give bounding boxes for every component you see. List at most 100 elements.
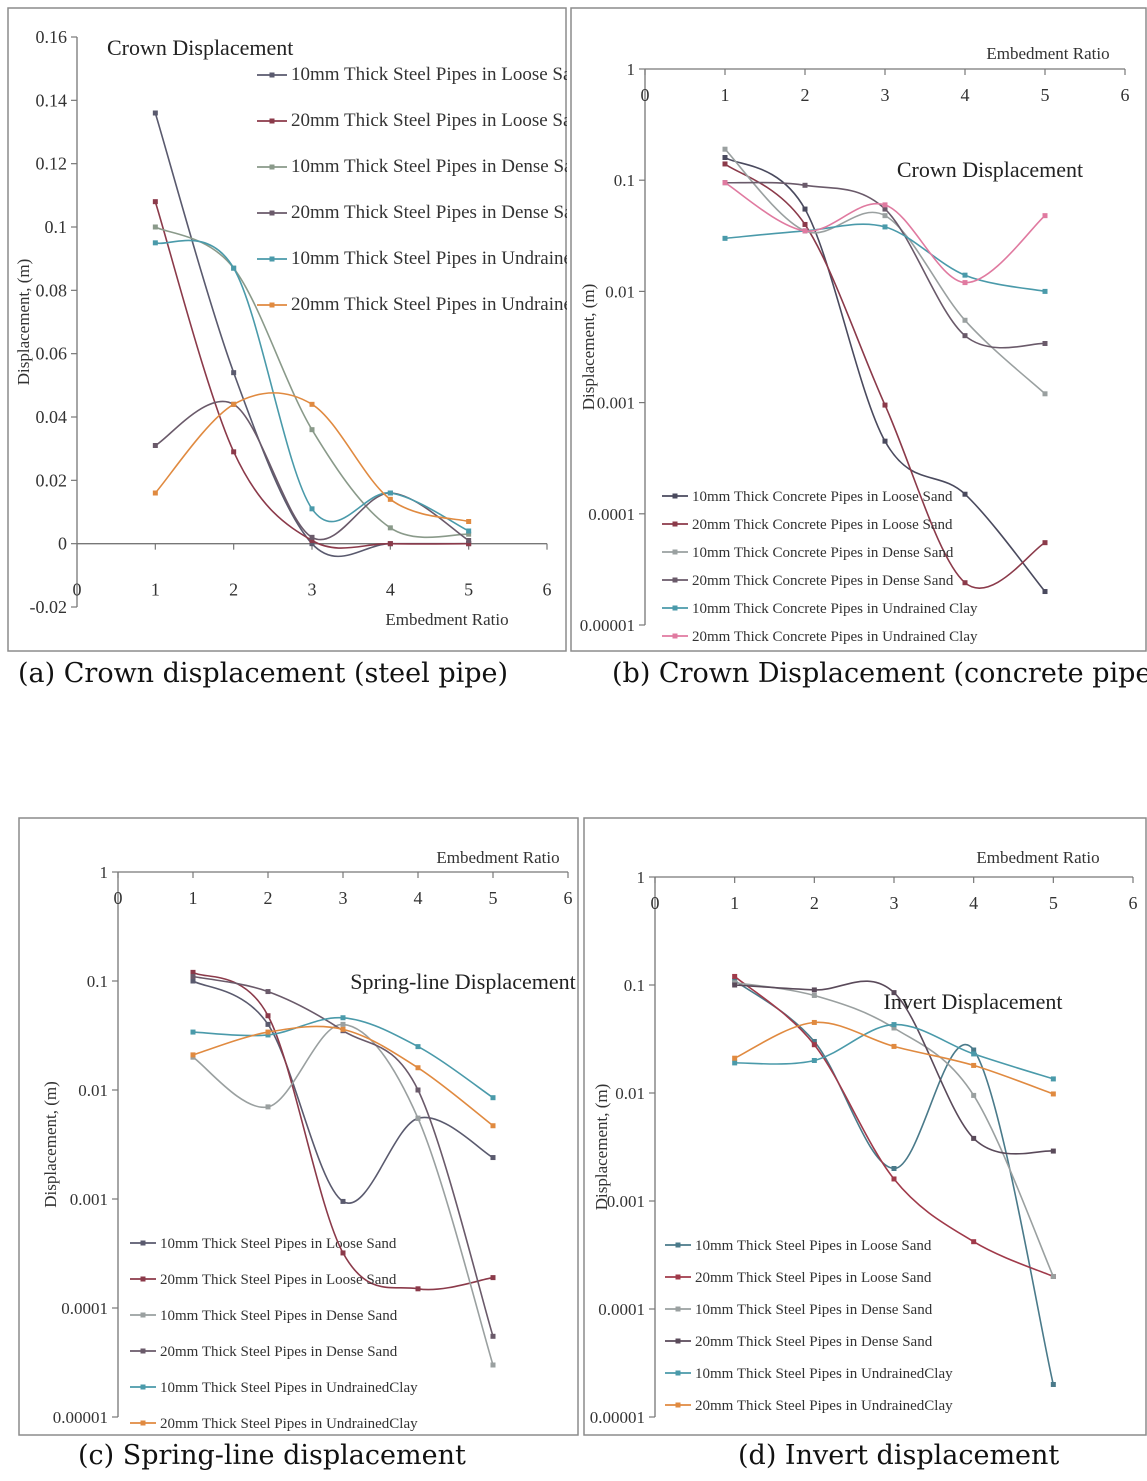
data-point — [466, 531, 472, 537]
legend-label: 20mm Thick Steel Pipes in Loose Sand — [160, 1272, 397, 1288]
y-tick-label: 0.00001 — [580, 616, 635, 635]
data-point — [1050, 1076, 1056, 1082]
data-point — [466, 528, 472, 534]
data-point — [802, 206, 808, 212]
data-point — [891, 1022, 897, 1028]
legend-label: 10mm Thick Steel Pipes in Dense Sand — [695, 1302, 933, 1318]
legend-marker — [140, 1420, 146, 1426]
legend-marker — [269, 118, 275, 124]
x-tick-label: 2 — [264, 888, 273, 908]
y-tick-label: 0.1 — [614, 171, 635, 190]
data-point — [490, 1123, 496, 1129]
caption-a: (a) Crown displacement (steel pipe) — [18, 658, 509, 689]
legend-marker — [269, 210, 275, 216]
legend-label: 20mm Thick Concrete Pipes in Undrained C… — [692, 629, 978, 645]
data-point — [811, 1042, 817, 1048]
data-point — [1042, 540, 1048, 546]
x-tick-label: 6 — [543, 580, 552, 600]
legend-label: 20mm Thick Concrete Pipes in Dense Sand — [692, 573, 954, 589]
data-point — [466, 541, 472, 547]
data-point — [265, 1032, 271, 1038]
data-point — [802, 221, 808, 227]
x-tick-label: 2 — [229, 580, 238, 600]
data-point — [415, 1115, 421, 1121]
chart-panel-a: -0.02 0 0.02 0.04 0.06 0.08 0.1 0.12 0.14 0.16 0 1 2… — [7, 7, 567, 652]
y-tick-label: 0 — [58, 534, 67, 554]
y-tick-label: 0.04 — [36, 407, 68, 427]
y-tick-label: 0.06 — [36, 344, 68, 364]
legend-label: 10mm Thick Steel Pipes in Loose Sand — [160, 1236, 397, 1252]
y-tick-label: 0.00001 — [590, 1408, 645, 1427]
data-point — [466, 519, 472, 524]
data-point — [811, 1057, 817, 1063]
x-tick-label: 4 — [961, 85, 970, 105]
legend-label: 20mm Thick Steel Pipes in UndrainedClay — [695, 1398, 953, 1414]
x-tick-label: 4 — [969, 893, 978, 913]
data-point — [891, 1025, 897, 1031]
y-axis-label: Displacement, (m) — [14, 259, 33, 386]
data-point — [722, 180, 728, 186]
legend-label: 10mm Thick Steel Pipes in Dense Sand — [160, 1308, 398, 1324]
data-point — [962, 280, 968, 286]
data-point — [190, 1052, 196, 1058]
y-tick-label: 0.001 — [70, 1190, 108, 1209]
legend-label: 10mm Thick Concrete Pipes in Loose Sand — [692, 489, 953, 505]
legend-label: 20mm Thick Steel Pipes in Dense Sand — [160, 1344, 398, 1360]
legend-marker — [140, 1384, 146, 1390]
data-point — [1050, 1148, 1056, 1154]
data-point — [190, 978, 196, 984]
data-point — [882, 213, 888, 219]
legend-label: 20mm Thick Steel Pipes in Dense Sand — [291, 202, 567, 223]
x-tick-label: 5 — [464, 580, 473, 600]
series-line — [734, 980, 1054, 1155]
legend-marker — [675, 1242, 681, 1248]
data-point — [415, 1044, 421, 1050]
chart-title: Crown Displacement — [897, 157, 1083, 182]
caption-d: (d) Invert displacement — [738, 1440, 1060, 1471]
data-point — [490, 1155, 496, 1161]
y-tick-label: 0.0001 — [61, 1299, 108, 1318]
x-axis-label: Embedment Ratio — [385, 610, 508, 629]
x-tick-label: 5 — [1041, 85, 1050, 105]
data-point — [1050, 1273, 1056, 1279]
data-point — [732, 1055, 738, 1061]
y-axis-label: Displacement, (m) — [41, 1081, 60, 1208]
y-tick-label: 1 — [100, 863, 109, 882]
series-line — [155, 239, 470, 532]
legend-marker — [672, 633, 678, 639]
data-point — [190, 1029, 196, 1035]
chart-frame — [583, 817, 1147, 1436]
data-point — [891, 1176, 897, 1182]
x-tick-label: 3 — [339, 888, 348, 908]
data-point — [1050, 1091, 1056, 1097]
data-point — [802, 228, 808, 234]
legend-marker — [675, 1338, 681, 1344]
data-point — [190, 973, 196, 979]
data-point — [1042, 340, 1048, 346]
data-point — [340, 1021, 346, 1027]
series-line — [734, 981, 1055, 1277]
data-point — [1042, 288, 1048, 294]
chart-frame — [570, 7, 1147, 652]
data-point — [340, 1015, 346, 1021]
data-point — [231, 265, 237, 271]
x-tick-label: 0 — [651, 893, 660, 913]
legend-marker — [140, 1312, 146, 1318]
y-tick-label: 0.08 — [36, 280, 68, 300]
data-point — [722, 146, 728, 152]
y-tick-label: 0.1 — [624, 976, 645, 995]
x-axis-label: Embedment Ratio — [986, 44, 1109, 63]
caption-c: (c) Spring-line displacement — [78, 1440, 466, 1471]
legend-marker — [675, 1274, 681, 1280]
legend-marker — [269, 256, 275, 262]
data-point — [415, 1087, 421, 1093]
series-line — [734, 979, 1055, 1385]
data-point — [722, 155, 728, 161]
data-point — [971, 1092, 977, 1098]
series-line — [192, 1023, 494, 1366]
x-tick-label: 5 — [489, 888, 498, 908]
x-tick-label: 1 — [189, 888, 198, 908]
data-point — [490, 1362, 496, 1368]
legend-label: 20mm Thick Steel Pipes in Loose Sand — [695, 1270, 932, 1286]
